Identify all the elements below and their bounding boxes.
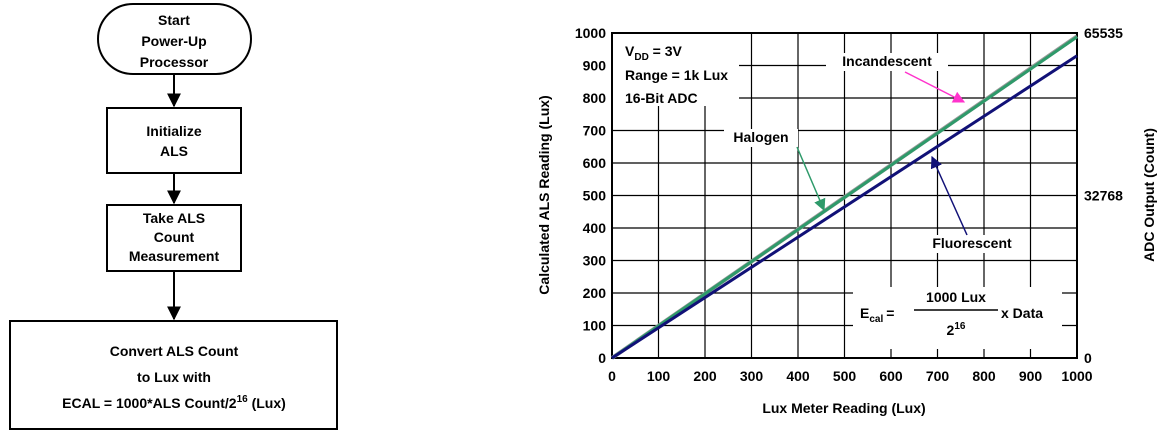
take-label-3: Measurement <box>129 248 220 264</box>
y2-tick-label-65535: 65535 <box>1084 25 1123 41</box>
x-tick-label-1000: 1000 <box>1061 368 1092 384</box>
x-tick-label-300: 300 <box>740 368 764 384</box>
halogen-label-bg <box>724 129 798 147</box>
x-tick-label-800: 800 <box>972 368 996 384</box>
convert-label-3: ECAL = 1000*ALS Count/216 (Lux) <box>62 394 286 411</box>
y-tick-label-900: 900 <box>583 58 607 74</box>
incandescent-arrow <box>904 71 966 103</box>
fluorescent-label: Fluorescent <box>932 235 1012 251</box>
series-line-fluorescent <box>611 54 1078 360</box>
adc-label: 16-Bit ADC <box>625 90 698 106</box>
y-axis-label: Calculated ALS Reading (Lux) <box>536 95 552 294</box>
convert-label-2: to Lux with <box>137 369 211 385</box>
y-tick-label-600: 600 <box>583 155 607 171</box>
chart: 0 100 200 300 400 500 600 700 800 900 1000 0 100 200 3… <box>536 25 1157 416</box>
vdd-label: VDD = 3V <box>625 43 683 63</box>
y2-tick-label-32768: 32768 <box>1084 188 1123 204</box>
start-label-3: Processor <box>140 54 209 70</box>
convert-label-1: Convert ALS Count <box>110 343 239 359</box>
formula-numerator: 1000 Lux <box>926 289 986 305</box>
x-axis-label: Lux Meter Reading (Lux) <box>762 400 925 416</box>
y2-axis-label: ADC Output (Count) <box>1141 128 1157 262</box>
halogen-arrow <box>796 146 826 212</box>
start-label-1: Start <box>158 12 190 28</box>
flowchart: Start Power-Up Processor Initialize ALS … <box>9 3 338 430</box>
y-tick-label-700: 700 <box>583 123 607 139</box>
y-tick-label-400: 400 <box>583 220 607 236</box>
x-tick-label-500: 500 <box>833 368 857 384</box>
y-tick-label-0: 0 <box>598 350 606 366</box>
take-label-1: Take ALS <box>143 210 205 226</box>
y-tick-label-100: 100 <box>583 318 607 334</box>
y-tick-label-800: 800 <box>583 90 607 106</box>
y-tick-label-300: 300 <box>583 253 607 269</box>
incandescent-label-bg <box>826 53 948 71</box>
take-label-2: Count <box>154 229 195 245</box>
initialize-label-1: Initialize <box>146 123 201 139</box>
formula-box <box>853 287 1062 349</box>
initialize-label-2: ALS <box>160 143 188 159</box>
y-tick-label-1000: 1000 <box>575 25 606 41</box>
chart-ticks: 0 100 200 300 400 500 600 700 800 900 1000 0 100 200 3… <box>575 25 1123 384</box>
x-tick-label-900: 900 <box>1019 368 1043 384</box>
series-line-halogen <box>611 35 1078 360</box>
fluorescent-label-bg <box>923 235 1021 253</box>
halogen-label: Halogen <box>733 129 788 145</box>
x-tick-label-0: 0 <box>608 368 616 384</box>
x-tick-label-700: 700 <box>926 368 950 384</box>
y2-tick-label-0: 0 <box>1084 350 1092 366</box>
x-tick-label-600: 600 <box>879 368 903 384</box>
y-tick-label-500: 500 <box>583 188 607 204</box>
convert-box <box>9 320 338 430</box>
formula-lhs: Ecal = <box>860 305 894 325</box>
formula-denominator: 216 <box>947 321 966 338</box>
x-tick-label-400: 400 <box>786 368 810 384</box>
y-tick-label-200: 200 <box>583 285 607 301</box>
chart-series <box>610 34 1079 360</box>
take-measurement-box <box>106 204 242 272</box>
formula-rhs: x Data <box>1001 305 1043 321</box>
start-label-2: Power-Up <box>141 33 206 49</box>
incandescent-label: Incandescent <box>842 53 932 69</box>
initialize-box <box>106 107 242 174</box>
x-tick-label-100: 100 <box>647 368 671 384</box>
range-label: Range = 1k Lux <box>625 67 728 83</box>
fluorescent-arrow <box>930 155 968 236</box>
conditions-box <box>613 34 739 106</box>
x-tick-label-200: 200 <box>693 368 717 384</box>
